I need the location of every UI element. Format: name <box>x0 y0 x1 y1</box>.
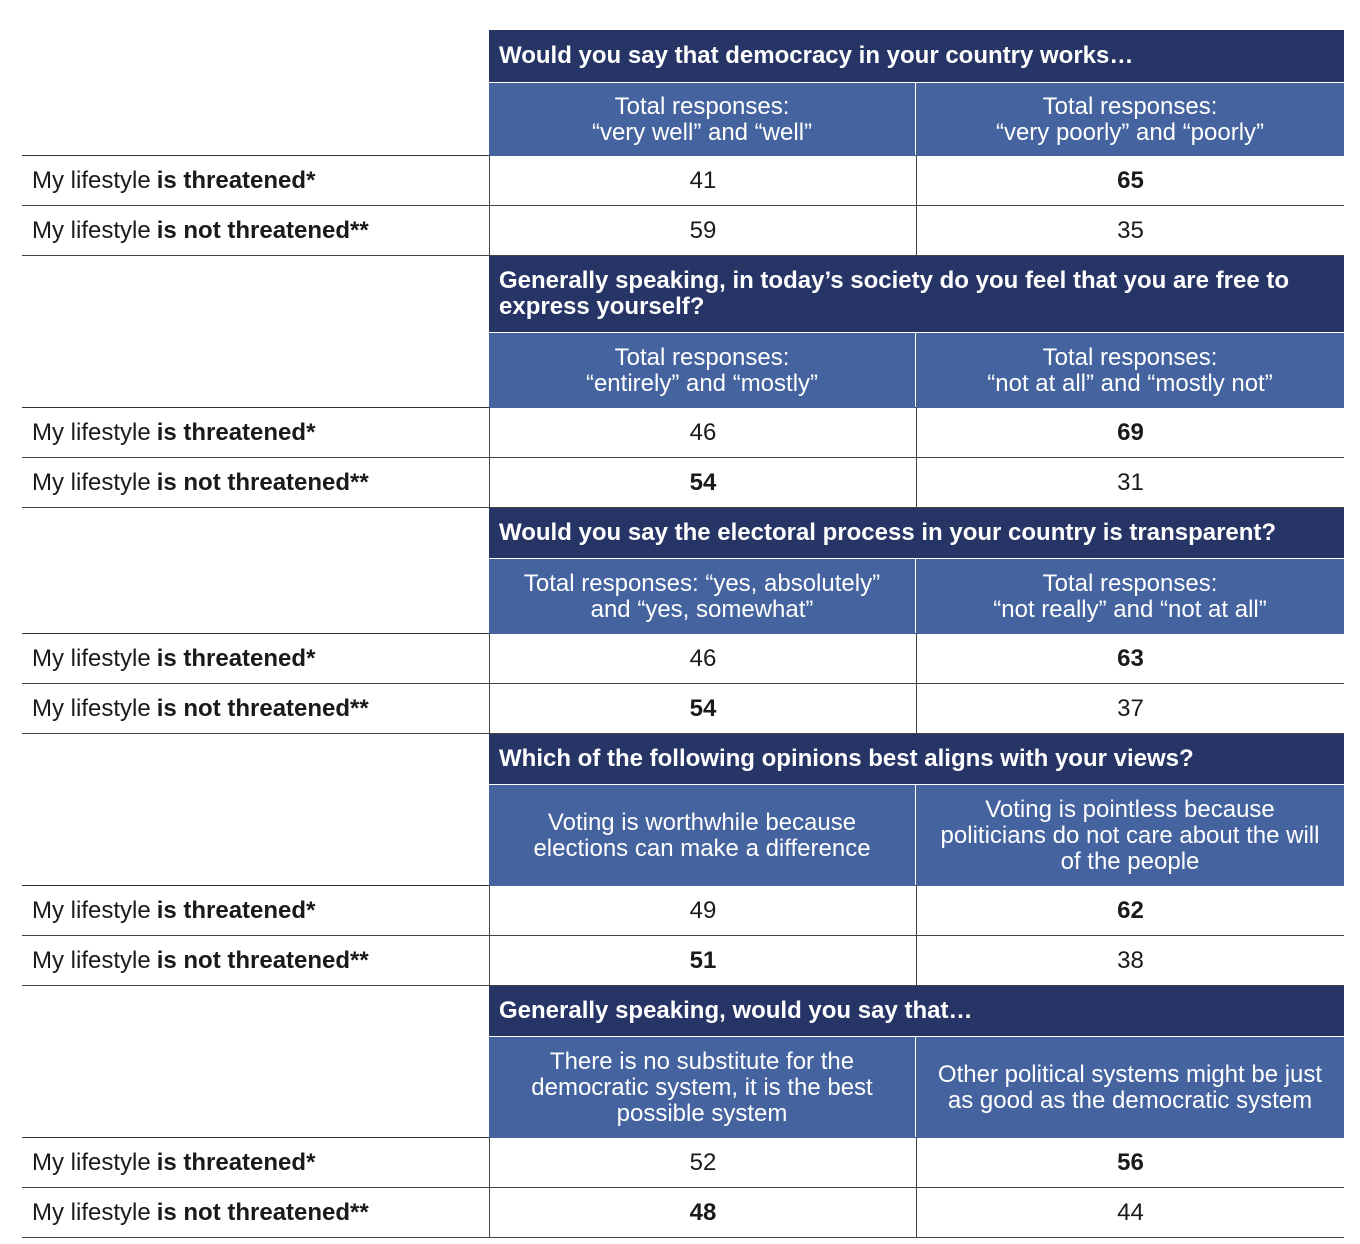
column-header-positive: Total responses: “very well” and “well” <box>489 82 915 156</box>
value-cell: 65 <box>916 156 1344 205</box>
value-cell: 41 <box>489 156 916 205</box>
value-cell: 62 <box>916 886 1344 935</box>
value-cell: 49 <box>489 886 916 935</box>
value-cell: 31 <box>916 458 1344 507</box>
table-row: My lifestyle is not threatened** 54 31 <box>22 458 1344 508</box>
row-label-not-threatened: My lifestyle is not threatened** <box>32 1198 369 1226</box>
row-label-threatened: My lifestyle is threatened* <box>32 644 316 672</box>
row-label-not-threatened: My lifestyle is not threatened** <box>32 694 369 722</box>
section-free-expression: Generally speaking, in today’s society d… <box>22 256 1344 508</box>
row-label-threatened: My lifestyle is threatened* <box>32 418 316 446</box>
question-header: Generally speaking, would you say that… <box>489 986 1344 1036</box>
value-cell: 44 <box>916 1188 1344 1237</box>
value-cell: 54 <box>489 684 916 733</box>
value-cell: 46 <box>489 408 916 457</box>
value-cell: 59 <box>489 206 916 255</box>
row-label-not-threatened: My lifestyle is not threatened** <box>32 468 369 496</box>
column-header-positive: Total responses: “entirely” and “mostly” <box>489 332 915 408</box>
section-electoral-transparency: Would you say the electoral process in y… <box>22 508 1344 734</box>
column-header-negative: Other political systems might be just as… <box>916 1036 1344 1138</box>
table-row: My lifestyle is not threatened** 59 35 <box>22 206 1344 256</box>
column-header-negative: Total responses: “not really” and “not a… <box>916 558 1344 634</box>
value-cell: 69 <box>916 408 1344 457</box>
table-row: My lifestyle is threatened* 41 65 <box>22 156 1344 206</box>
section-voting-opinion: Which of the following opinions best ali… <box>22 734 1344 986</box>
table-row: My lifestyle is not threatened** 54 37 <box>22 684 1344 734</box>
value-cell: 54 <box>489 458 916 507</box>
value-cell: 35 <box>916 206 1344 255</box>
table-row: My lifestyle is not threatened** 48 44 <box>22 1188 1344 1238</box>
value-cell: 38 <box>916 936 1344 985</box>
row-label-threatened: My lifestyle is threatened* <box>32 1148 316 1176</box>
table-row: My lifestyle is threatened* 49 62 <box>22 886 1344 936</box>
column-header-positive: Voting is worthwhile because elections c… <box>489 784 915 886</box>
value-cell: 46 <box>489 634 916 683</box>
question-header: Would you say the electoral process in y… <box>489 508 1344 558</box>
section-democracy-works: Would you say that democracy in your cou… <box>22 30 1344 256</box>
question-header: Generally speaking, in today’s society d… <box>489 256 1344 332</box>
value-cell: 56 <box>916 1138 1344 1187</box>
row-label-threatened: My lifestyle is threatened* <box>32 896 316 924</box>
value-cell: 48 <box>489 1188 916 1237</box>
row-label-not-threatened: My lifestyle is not threatened** <box>32 946 369 974</box>
column-header-negative: Total responses: “not at all” and “mostl… <box>916 332 1344 408</box>
column-header-positive: There is no substitute for the democrati… <box>489 1036 915 1138</box>
question-header: Would you say that democracy in your cou… <box>489 30 1344 82</box>
survey-table: Would you say that democracy in your cou… <box>22 30 1344 1238</box>
section-democratic-system: Generally speaking, would you say that… … <box>22 986 1344 1238</box>
table-row: My lifestyle is threatened* 46 69 <box>22 408 1344 458</box>
table-row: My lifestyle is threatened* 46 63 <box>22 634 1344 684</box>
table-row: My lifestyle is threatened* 52 56 <box>22 1138 1344 1188</box>
value-cell: 63 <box>916 634 1344 683</box>
row-label-threatened: My lifestyle is threatened* <box>32 166 316 194</box>
column-header-negative: Voting is pointless because politicians … <box>916 784 1344 886</box>
value-cell: 37 <box>916 684 1344 733</box>
column-header-negative: Total responses: “very poorly” and “poor… <box>916 82 1344 156</box>
row-label-not-threatened: My lifestyle is not threatened** <box>32 216 369 244</box>
question-header: Which of the following opinions best ali… <box>489 734 1344 784</box>
value-cell: 51 <box>489 936 916 985</box>
table-row: My lifestyle is not threatened** 51 38 <box>22 936 1344 986</box>
column-header-positive: Total responses: “yes, absolutely” and “… <box>489 558 915 634</box>
value-cell: 52 <box>489 1138 916 1187</box>
